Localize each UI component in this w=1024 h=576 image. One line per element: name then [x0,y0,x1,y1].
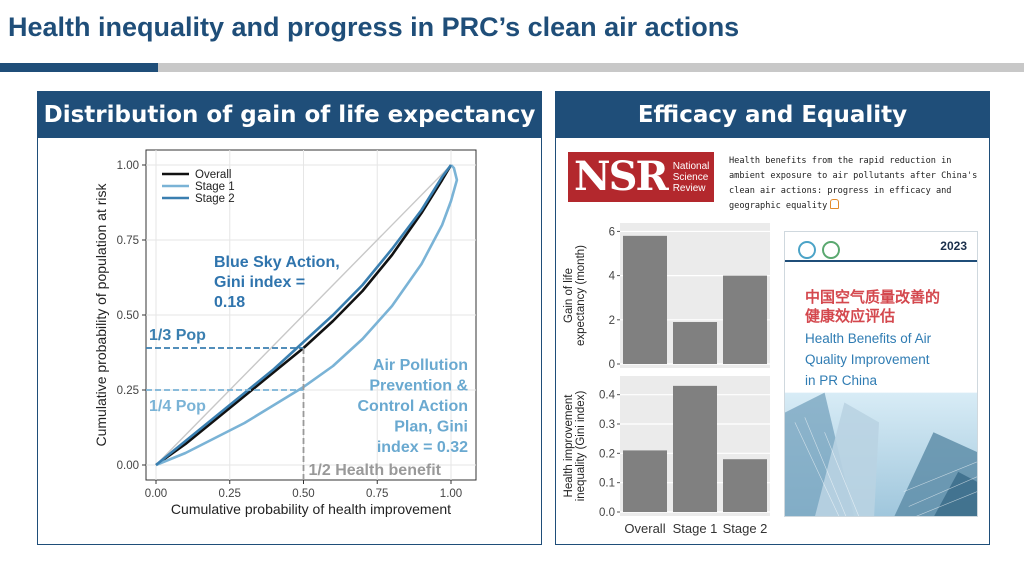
bar [623,450,667,512]
x-tick-label: 0.00 [145,488,167,500]
bar [623,235,667,364]
report-title-en-line: Quality Improvement [805,352,930,367]
bar-y-tick-label: 4 [609,271,616,283]
journal-logo-line: Review [672,182,706,194]
bar-y-tick-label: 0 [609,359,615,371]
bar-y-axis-label: Health improvement [563,394,575,498]
right-panel-header: Efficacy and Equality [556,92,989,138]
bar-category-label: Stage 2 [723,521,768,536]
bar-y-axis-label: inequality (Gini index) [575,391,587,502]
lock-icon [830,199,840,209]
lorenz-chart: 0.00 0.00 0.25 0.25 0.50 0.50 0.75 0.75 1.00 1.00… [93,149,477,517]
report-title-cn: 中国空气质量改善的 健康效应评估 [805,288,975,326]
paper-title-line: Health benefits from the rapid reduction… [729,156,952,166]
pop-quarter-label: 1/4 Pop [149,398,206,415]
bar-category-label: Stage 1 [673,521,718,536]
bar-y-tick-label: 0.0 [599,507,615,519]
apppcap-label: Prevention & [369,378,468,395]
title-rule [158,63,1024,72]
report-title-en-line: Health Benefits of Air [805,331,932,346]
report-logos [798,241,840,259]
paper-title-line: ambient exposure to air pollutants after… [729,171,978,181]
title-rule-accent [0,63,158,72]
cover-band [785,260,977,262]
blue-sky-label: Gini index = [214,274,305,291]
bar-y-tick-label: 0.4 [599,390,616,402]
x-axis-label: Cumulative probability of health improve… [171,501,451,517]
journal-logo-line: Science [672,171,709,183]
legend-label: Overall [195,169,231,181]
blue-sky-label: Blue Sky Action, [214,254,340,271]
apppcap-label: Plan, Gini [394,419,468,436]
bar-category-label: Overall [624,521,665,536]
journal-logo-line: National [672,160,710,172]
y-tick-label: 0.75 [117,235,139,247]
series-line [155,164,459,467]
equality-line [155,164,452,466]
bar-y-tick-label: 0.3 [599,419,615,431]
bar [723,275,767,364]
apppcap-label: index = 0.32 [377,439,468,456]
y-tick-label: 0.00 [117,460,139,472]
bar-y-tick-label: 6 [609,226,615,238]
bar-y-axis-label: expectancy (month) [575,245,587,346]
report-title-en-line: in PR China [805,373,878,388]
journal-logo: NSR National Science Review [568,152,714,202]
report-title-cn-line: 健康效应评估 [805,307,896,325]
paper-title: Health benefits from the rapid reduction… [729,154,985,214]
bar-charts: 0 2 4 6 Gain of life expectancy (month) 0.0 0.1… [563,223,770,536]
bar [673,322,717,364]
logo-mark-right [822,241,840,259]
journal-logo-letters: NSR [574,153,669,200]
y-tick-label: 0.25 [117,385,139,397]
apppcap-label: Air Pollution [373,357,468,374]
bar-y-tick-label: 2 [609,315,615,327]
series-line [155,164,453,467]
health-half-label: 1/2 Health benefit [309,462,442,479]
slide-title: Health inequality and progress in PRC’s … [8,12,740,42]
series-line [155,164,453,467]
bar [723,459,767,512]
x-tick-label: 0.25 [219,488,241,500]
x-tick-label: 0.50 [292,488,314,500]
paper-title-line: clean air actions: progress in efficacy … [729,186,952,196]
blue-sky-label: 0.18 [214,294,245,311]
report-title-en: Health Benefits of Air Quality Improveme… [805,328,975,391]
cover-photo [785,392,977,516]
report-cover: 2023 中国空气质量改善的 健康效应评估 Health Benefits of… [784,231,978,517]
y-tick-label: 1.00 [117,160,139,172]
x-tick-label: 0.75 [366,488,388,500]
bar-y-tick-label: 0.2 [599,448,615,460]
journal-logo-name: National Science Review [667,161,710,194]
report-year: 2023 [940,239,967,253]
x-tick-label: 1.00 [440,488,462,500]
bar [673,385,717,512]
report-title-cn-line: 中国空气质量改善的 [805,288,941,306]
legend-label: Stage 1 [195,181,235,193]
y-axis-label: Cumulative probability of population at … [93,182,109,446]
legend-label: Stage 2 [195,193,235,205]
y-tick-label: 0.50 [117,310,139,322]
bar-y-axis-label: Gain of life [563,268,575,323]
bar-y-tick-label: 0.1 [599,478,615,490]
pop-third-label: 1/3 Pop [149,327,206,344]
apppcap-label: Control Action [358,398,469,415]
paper-title-last: geographic equality [729,201,828,211]
paper-title-line: geographic equality [729,199,985,214]
left-panel-header: Distribution of gain of life expectancy [38,92,541,138]
logo-mark-left [798,241,816,259]
